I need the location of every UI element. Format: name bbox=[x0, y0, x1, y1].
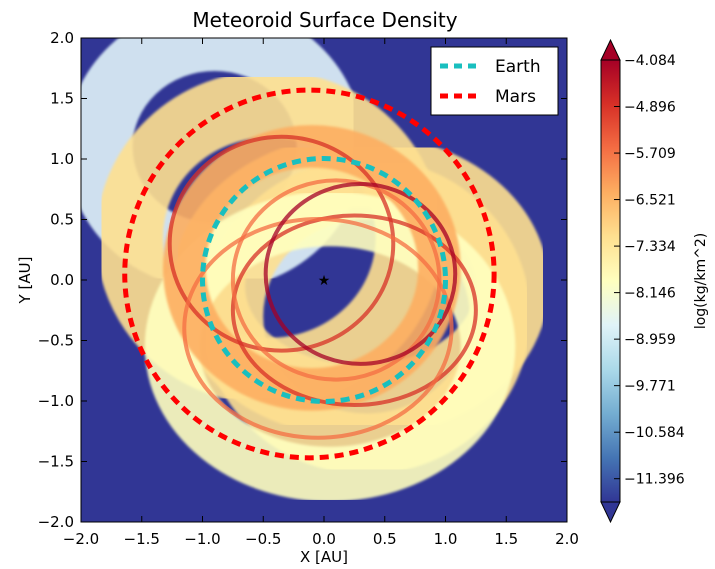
legend-label-earth: Earth bbox=[495, 57, 541, 77]
x-tick-label: −1.5 bbox=[124, 530, 160, 548]
x-tick-label: 1.5 bbox=[494, 530, 518, 548]
density-band-core bbox=[230, 213, 478, 408]
colorbar-gradient bbox=[600, 59, 621, 503]
sun-star-icon: ★ bbox=[318, 273, 331, 289]
x-tick-label: −0.5 bbox=[245, 530, 281, 548]
x-tick-label: 0.5 bbox=[373, 530, 397, 548]
colorbar-tick-label: −4.084 bbox=[624, 53, 676, 69]
density-band-core bbox=[263, 182, 458, 366]
y-tick-label: −1.0 bbox=[38, 392, 74, 410]
y-tick-label: −0.5 bbox=[38, 332, 74, 350]
x-tick-label: −1.0 bbox=[184, 530, 220, 548]
y-tick-label: 2.0 bbox=[50, 29, 74, 47]
colorbar-tick-label: −9.771 bbox=[624, 379, 676, 395]
colorbar-tick-label: −11.396 bbox=[624, 472, 685, 488]
colorbar: −4.084 −4.896 −5.709 −6.521 −7.334 −8.146 −8.9… bbox=[600, 38, 709, 524]
x-tick-label: 2.0 bbox=[555, 530, 579, 548]
legend-box bbox=[430, 46, 559, 116]
x-axis: −2.0 −1.5 −1.0 −0.5 0.0 0.5 1.0 1.5 2.0 bbox=[63, 38, 579, 548]
density-band-core bbox=[182, 217, 454, 440]
legend-label-mars: Mars bbox=[495, 87, 536, 107]
colorbar-tick-label: −10.584 bbox=[624, 425, 685, 441]
y-tick-label: 1.5 bbox=[50, 90, 74, 108]
planet-orbits bbox=[122, 87, 497, 461]
colorbar-tick-label: −4.896 bbox=[624, 99, 676, 115]
colorbar-tick-label: −8.146 bbox=[624, 286, 676, 302]
colorbar-tick-label: −7.334 bbox=[624, 239, 676, 255]
y-tick-label: 1.0 bbox=[50, 150, 74, 168]
legend: Earth Mars bbox=[430, 46, 559, 116]
plot-area: ★ bbox=[80, 37, 568, 523]
orbit-mars bbox=[122, 87, 497, 461]
colorbar-min-extension bbox=[600, 501, 621, 524]
y-axis-label: Y [AU] bbox=[16, 257, 34, 305]
y-tick-label: −2.0 bbox=[38, 513, 74, 531]
colorbar-tick-label: −8.959 bbox=[624, 332, 676, 348]
x-tick-label: −2.0 bbox=[63, 530, 99, 548]
density-field bbox=[81, 38, 549, 502]
x-tick-label: 0.0 bbox=[312, 530, 336, 548]
density-band-core bbox=[167, 134, 396, 353]
colorbar-label: log(kg/km^2) bbox=[693, 233, 709, 329]
y-tick-label: 0.5 bbox=[50, 211, 74, 229]
colorbar-tick-label: −6.521 bbox=[624, 193, 676, 209]
y-tick-label: −1.5 bbox=[38, 453, 74, 471]
x-tick-label: 1.0 bbox=[434, 530, 458, 548]
colorbar-tick-label: −5.709 bbox=[624, 146, 676, 162]
chart-title: Meteoroid Surface Density bbox=[192, 8, 457, 32]
y-axis: −2.0 −1.5 −1.0 −0.5 0.0 0.5 1.0 1.5 2.0 bbox=[38, 29, 567, 531]
x-axis-label: X [AU] bbox=[300, 548, 348, 566]
colorbar-ticks: −4.084 −4.896 −5.709 −6.521 −7.334 −8.146 −8.9… bbox=[614, 53, 685, 488]
orbit-earth bbox=[200, 156, 448, 404]
colorbar-max-extension bbox=[600, 38, 621, 61]
y-tick-label: 0.0 bbox=[50, 271, 74, 289]
